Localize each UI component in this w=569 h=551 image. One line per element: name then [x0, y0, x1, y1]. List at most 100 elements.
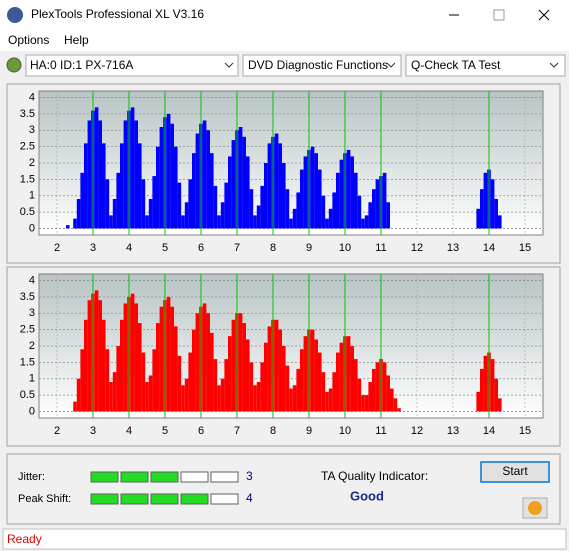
- x-tick-label: 2: [54, 425, 60, 437]
- bar: [325, 218, 329, 229]
- bar: [66, 225, 70, 229]
- y-tick-label: 3: [29, 307, 35, 319]
- y-tick-label: 3.5: [20, 291, 35, 303]
- bar: [357, 378, 362, 412]
- bar: [372, 368, 376, 412]
- menu-item[interactable]: Help: [64, 33, 89, 47]
- start-button[interactable]: [480, 461, 550, 483]
- bar: [314, 339, 318, 412]
- maximize-button[interactable]: [493, 9, 505, 21]
- bar: [292, 208, 297, 229]
- bar: [130, 293, 135, 412]
- bar: [274, 319, 279, 412]
- y-tick-label: 2.5: [20, 324, 35, 336]
- bar: [123, 120, 128, 229]
- peak-shift-label: Peak Shift:: [18, 493, 71, 505]
- menu-item[interactable]: Options: [8, 33, 49, 47]
- bar: [483, 172, 488, 229]
- bar: [148, 199, 153, 229]
- dropdown-arrow: [224, 62, 234, 68]
- status-bar: [2, 528, 567, 550]
- bar: [386, 375, 390, 412]
- bar: [177, 355, 182, 412]
- y-tick-label: 2: [29, 157, 35, 169]
- y-tick-label: 0: [29, 405, 35, 417]
- bar: [249, 362, 254, 412]
- bar: [364, 395, 369, 412]
- bar: [181, 215, 185, 229]
- bar: [490, 359, 495, 412]
- bar: [184, 202, 189, 229]
- bar: [195, 313, 200, 412]
- bar: [253, 215, 257, 229]
- bar: [274, 133, 279, 229]
- bar: [123, 303, 128, 412]
- bar: [181, 385, 185, 412]
- x-tick-label: 14: [483, 242, 495, 254]
- x-tick-label: 8: [270, 242, 276, 254]
- function-select[interactable]: [242, 54, 402, 77]
- bar: [346, 336, 351, 412]
- x-tick-label: 14: [483, 425, 495, 437]
- bar: [292, 385, 297, 412]
- bar: [375, 179, 380, 229]
- bar: [188, 179, 192, 229]
- bar: [350, 346, 354, 412]
- bar: [206, 313, 210, 412]
- bar: [285, 189, 290, 229]
- y-tick-label: 1: [29, 190, 35, 202]
- bar: [260, 362, 264, 412]
- bar: [102, 319, 106, 412]
- bar: [256, 205, 261, 229]
- bar: [332, 192, 336, 229]
- y-tick-label: 1: [29, 373, 35, 385]
- bar: [339, 342, 344, 412]
- drive-select[interactable]: [25, 54, 239, 77]
- bar: [206, 130, 210, 229]
- close-button[interactable]: [538, 9, 550, 21]
- bar: [372, 189, 376, 229]
- bar: [382, 172, 387, 229]
- bar: [84, 319, 88, 412]
- bar: [87, 120, 92, 229]
- x-tick-label: 4: [126, 242, 132, 254]
- bar: [80, 172, 84, 229]
- result-panel: [6, 453, 561, 525]
- bar: [177, 182, 182, 229]
- bar: [498, 398, 502, 412]
- bar: [76, 378, 81, 412]
- test-label: Q-Check TA Test: [411, 58, 501, 72]
- bar: [310, 146, 315, 229]
- bar: [228, 156, 232, 229]
- bar: [386, 202, 390, 229]
- bar: [318, 352, 322, 412]
- bar: [476, 391, 480, 412]
- drive-label: HA:0 ID:1 PX-716A: [30, 58, 133, 72]
- bar: [192, 329, 196, 412]
- bar: [357, 195, 362, 229]
- bar: [256, 382, 261, 412]
- bar: [152, 176, 156, 229]
- bar: [480, 189, 484, 229]
- x-tick-label: 3: [90, 425, 96, 437]
- bar: [361, 395, 365, 412]
- x-tick-label: 8: [270, 425, 276, 437]
- bar: [328, 388, 333, 412]
- x-tick-label: 11: [375, 425, 386, 437]
- bar: [321, 372, 326, 412]
- bar: [98, 120, 102, 229]
- bar: [289, 218, 293, 229]
- status-text: Ready: [7, 532, 42, 546]
- y-tick-label: 0.5: [20, 389, 35, 401]
- bar: [368, 382, 372, 412]
- bar: [87, 300, 92, 412]
- bar: [242, 323, 246, 412]
- bar: [134, 120, 138, 229]
- bar: [120, 143, 124, 229]
- bar: [354, 359, 358, 412]
- bar: [483, 355, 488, 412]
- test-select[interactable]: [405, 54, 566, 77]
- bar: [188, 352, 192, 412]
- y-tick-label: 1.5: [20, 173, 35, 185]
- bar: [339, 159, 344, 229]
